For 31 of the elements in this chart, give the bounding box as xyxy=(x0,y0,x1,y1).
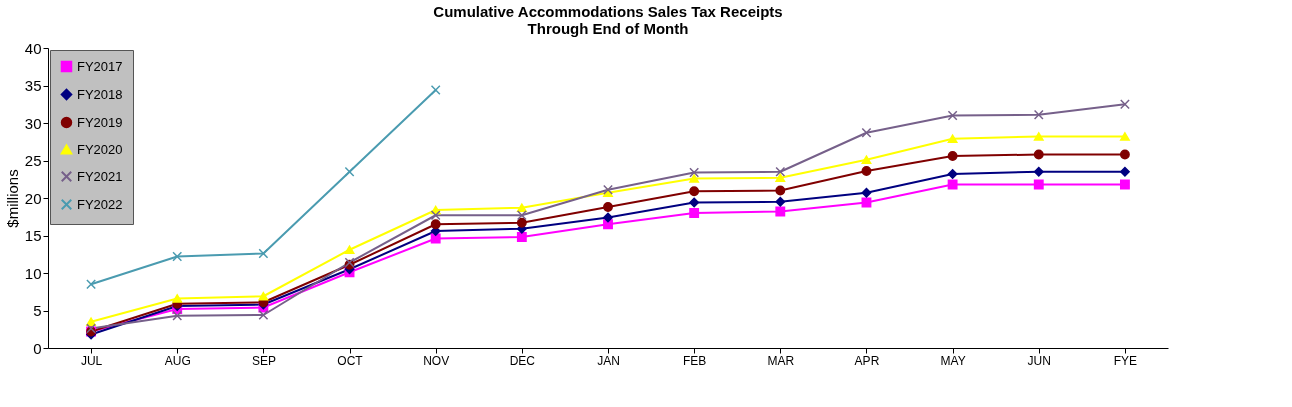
y-axis-title: $millions xyxy=(3,169,21,228)
x-tick-label: MAY xyxy=(940,353,966,368)
legend-label: FY2021 xyxy=(77,168,123,184)
y-tick-label: 0 xyxy=(33,339,42,357)
x-tick-label: AUG xyxy=(164,353,191,368)
x-tick-label: OCT xyxy=(337,353,364,368)
legend-label: FY2019 xyxy=(77,114,123,130)
y-tick-label: 10 xyxy=(24,264,42,282)
x-tick-label: NOV xyxy=(423,353,450,368)
x-tick-label: JUN xyxy=(1027,353,1051,368)
chart-subtitle: Through End of Month xyxy=(527,20,689,37)
x-tick-label: FEB xyxy=(682,353,707,368)
x-tick-label: SEP xyxy=(251,353,276,368)
y-tick-label: 40 xyxy=(24,39,42,57)
y-tick-label: 25 xyxy=(24,152,42,169)
x-tick-label: JUL xyxy=(80,353,103,368)
x-tick-label: FYE xyxy=(1113,353,1138,368)
chart-title: Cumulative Accommodations Sales Tax Receipts xyxy=(433,3,783,20)
legend-label: FY2018 xyxy=(77,86,123,102)
legend-label: FY2017 xyxy=(77,58,123,74)
y-tick-label: 35 xyxy=(24,77,42,94)
y-tick-label: 5 xyxy=(33,302,42,319)
legend-label: FY2022 xyxy=(77,196,123,212)
x-tick-label: APR xyxy=(854,353,880,368)
x-tick-label: DEC xyxy=(509,353,536,368)
y-tick-label: 15 xyxy=(24,227,42,244)
y-tick-label: 30 xyxy=(24,114,42,132)
y-tick-label: 20 xyxy=(24,189,42,207)
x-tick-label: MAR xyxy=(767,353,795,368)
legend-label: FY2020 xyxy=(77,141,123,157)
x-tick-label: JAN xyxy=(597,353,620,368)
